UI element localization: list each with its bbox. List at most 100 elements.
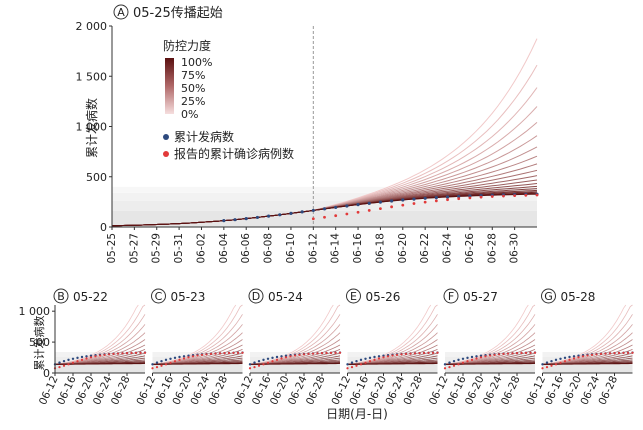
cumulative-point bbox=[58, 361, 61, 364]
legend-marker-reported bbox=[163, 151, 169, 157]
reported-point bbox=[386, 355, 390, 358]
gradient-label-100: 100% bbox=[181, 56, 212, 69]
reported-point bbox=[382, 356, 385, 359]
shaded-band bbox=[152, 363, 243, 373]
reported-point bbox=[248, 367, 252, 370]
cumulative-point bbox=[178, 355, 181, 359]
reported-point bbox=[325, 351, 328, 355]
reported-point bbox=[125, 352, 129, 355]
cumulative-point bbox=[222, 219, 226, 223]
reported-point bbox=[379, 207, 382, 211]
reported-point bbox=[311, 217, 315, 221]
reported-point bbox=[289, 355, 292, 358]
scenario-line bbox=[55, 363, 145, 365]
reported-point bbox=[423, 200, 427, 204]
reported-point bbox=[541, 367, 544, 370]
reported-point bbox=[334, 351, 337, 354]
x-tick-label: 06-02 bbox=[195, 233, 207, 264]
panel-letter-circle bbox=[443, 288, 459, 304]
cumulative-point bbox=[550, 359, 553, 363]
cumulative-point bbox=[461, 357, 465, 360]
reported-point bbox=[214, 352, 217, 355]
panel-letter: E bbox=[350, 290, 357, 303]
x-tick-label: 05-25 bbox=[106, 233, 118, 264]
reported-point bbox=[391, 354, 394, 357]
cumulative-point bbox=[350, 361, 354, 364]
y-tick-label: 0 bbox=[100, 221, 107, 234]
cumulative-point bbox=[322, 207, 327, 211]
reported-point bbox=[320, 352, 324, 355]
reported-point bbox=[280, 357, 283, 360]
panel-title: 05-22 bbox=[73, 290, 108, 304]
reported-point bbox=[139, 351, 142, 354]
reported-point bbox=[67, 363, 70, 366]
cumulative-point bbox=[169, 357, 172, 360]
panel-letter: B bbox=[57, 290, 65, 303]
gradient-label-50: 50% bbox=[181, 82, 205, 95]
cumulative-point bbox=[373, 355, 376, 359]
cumulative-point bbox=[257, 359, 261, 363]
x-tick-label: 06-18 bbox=[374, 233, 386, 264]
x-tick-label: 06-16 bbox=[352, 233, 364, 264]
cumulative-point bbox=[187, 354, 190, 357]
reported-point bbox=[364, 361, 367, 364]
reported-point bbox=[155, 366, 159, 369]
reported-point bbox=[187, 356, 190, 359]
reported-point bbox=[626, 351, 630, 354]
y-tick-label: 1 000 bbox=[19, 305, 51, 318]
cumulative-point bbox=[559, 357, 562, 360]
reported-point bbox=[85, 357, 88, 360]
cumulative-point bbox=[89, 354, 93, 357]
reported-point bbox=[323, 215, 326, 219]
reported-point bbox=[346, 367, 349, 370]
reported-point bbox=[412, 202, 416, 205]
shaded-band bbox=[445, 363, 535, 373]
reported-point bbox=[400, 353, 403, 356]
cumulative-point bbox=[378, 200, 383, 204]
reported-point bbox=[497, 353, 501, 356]
shaded-band bbox=[542, 363, 633, 373]
reported-point bbox=[89, 356, 93, 359]
reported-point bbox=[418, 352, 421, 355]
scenario-line bbox=[152, 363, 243, 365]
cumulative-point bbox=[448, 361, 451, 364]
reported-point bbox=[160, 364, 163, 367]
reported-point bbox=[613, 352, 616, 355]
cumulative-point bbox=[479, 354, 483, 357]
gradient-label-25: 25% bbox=[181, 95, 205, 108]
legend-label-cumulative: 累计发病数 bbox=[174, 129, 234, 144]
reported-point bbox=[427, 351, 430, 355]
reported-point bbox=[502, 352, 505, 355]
reported-point bbox=[409, 352, 412, 355]
reported-point bbox=[253, 366, 256, 369]
reported-point bbox=[103, 353, 106, 356]
reported-point bbox=[143, 351, 147, 354]
axes: 0 500 1 000 1 500 2 000 05-25 05-27 05-29 05-31 0… bbox=[76, 20, 537, 264]
scenario-line bbox=[445, 363, 535, 365]
cumulative-point bbox=[545, 361, 549, 364]
reported-point bbox=[488, 354, 492, 357]
panel-title: 05-25传播起始 bbox=[133, 6, 223, 21]
reported-point bbox=[350, 366, 354, 369]
cumulative-point bbox=[475, 355, 478, 358]
reported-point bbox=[422, 351, 426, 355]
reported-point bbox=[511, 352, 514, 355]
cumulative-point bbox=[368, 356, 372, 360]
reported-point bbox=[293, 354, 297, 357]
panel-letter: D bbox=[252, 290, 260, 303]
reported-point bbox=[182, 357, 186, 360]
cumulative-point bbox=[271, 356, 274, 360]
reported-point bbox=[173, 360, 177, 363]
reported-point bbox=[515, 352, 519, 355]
cumulative-point bbox=[356, 203, 360, 207]
cumulative-point bbox=[346, 363, 349, 366]
x-tick-label: 06-14 bbox=[330, 233, 342, 264]
reported-point bbox=[334, 214, 338, 218]
reported-point bbox=[554, 363, 558, 366]
legend-gradient-title: 防控力度 bbox=[163, 38, 211, 53]
reported-point bbox=[468, 196, 472, 200]
y-axis-label: 累计发病数 bbox=[84, 98, 99, 158]
reported-point bbox=[475, 357, 478, 360]
reported-point bbox=[568, 358, 571, 361]
y-tick-label: 1 500 bbox=[76, 70, 108, 83]
